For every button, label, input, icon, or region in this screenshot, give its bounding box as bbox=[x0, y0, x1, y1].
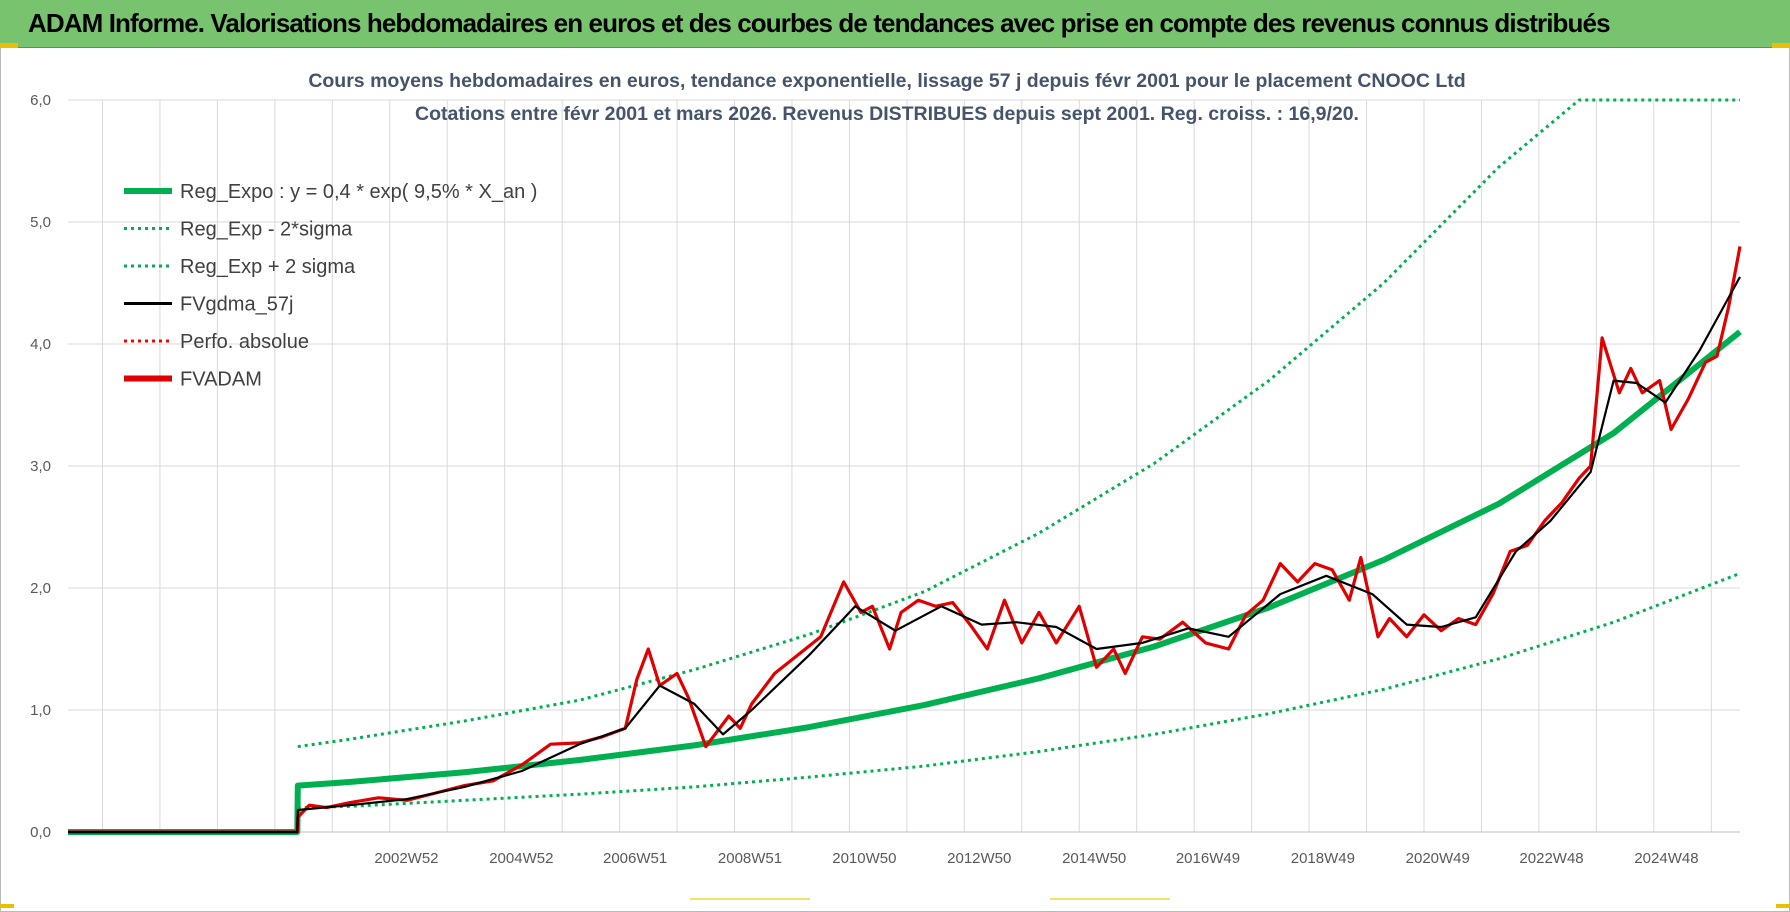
header-banner: ADAM Informe. Valorisations hebdomadaire… bbox=[0, 0, 1790, 48]
x-tick-label: 2004W52 bbox=[489, 850, 553, 867]
legend-entry: Reg_Exp + 2 sigma bbox=[180, 256, 356, 278]
x-tick-label: 2016W49 bbox=[1176, 850, 1240, 867]
series-line-0 bbox=[68, 329, 1742, 835]
chart-title-line-2: Cotations entre févr 2001 et mars 2026. … bbox=[415, 103, 1359, 125]
axes: 0,0 1,0 2,0 3,0 4,0 5,0 6,0 2002W52 2004W52 2006W… bbox=[30, 92, 1740, 867]
y-tick-label: 4,0 bbox=[30, 336, 51, 353]
x-tick-label: 2022W48 bbox=[1519, 850, 1583, 867]
y-tick-label: 3,0 bbox=[30, 458, 51, 475]
legend-entry: Reg_Exp - 2*sigma bbox=[180, 219, 353, 241]
footer-strip bbox=[690, 898, 810, 900]
legend-entry: FVgdma_57j bbox=[180, 294, 293, 316]
y-tick-label: 2,0 bbox=[30, 580, 51, 597]
legend: Reg_Expo : y = 0,4 * exp( 9,5% * X_an ) R… bbox=[124, 181, 537, 391]
y-tick-label: 0,0 bbox=[30, 824, 51, 841]
footer-strip bbox=[1050, 898, 1170, 900]
y-tick-label: 5,0 bbox=[30, 214, 51, 231]
corner-marker bbox=[0, 904, 14, 908]
series-line-2 bbox=[297, 98, 1740, 749]
x-tick-label: 2018W49 bbox=[1291, 850, 1355, 867]
series-line-3 bbox=[68, 276, 1741, 834]
x-tick-label: 2024W48 bbox=[1634, 850, 1698, 867]
legend-entry: FVADAM bbox=[180, 369, 262, 391]
y-tick-label: 6,0 bbox=[30, 92, 51, 109]
x-tick-label: 2010W50 bbox=[832, 850, 896, 867]
x-tick-label: 2002W52 bbox=[374, 850, 438, 867]
chart-area: 0,0 1,0 2,0 3,0 4,0 5,0 6,0 2002W52 2004W52 2006W… bbox=[30, 70, 1742, 867]
legend-entry: Reg_Expo : y = 0,4 * exp( 9,5% * X_an ) bbox=[180, 181, 537, 203]
x-tick-label: 2012W50 bbox=[947, 850, 1011, 867]
y-tick-label: 1,0 bbox=[30, 702, 51, 719]
corner-marker bbox=[1776, 904, 1790, 908]
x-tick-label: 2020W49 bbox=[1406, 850, 1470, 867]
x-tick-label: 2008W51 bbox=[718, 850, 782, 867]
chart-title: Cours moyens hebdomadaires en euros, ten… bbox=[308, 70, 1465, 125]
x-tick-label: 2014W50 bbox=[1062, 850, 1126, 867]
corner-marker bbox=[0, 43, 18, 48]
x-tick-label: 2006W51 bbox=[603, 850, 667, 867]
legend-entry: Perfo. absolue bbox=[180, 331, 309, 353]
page-title: ADAM Informe. Valorisations hebdomadaire… bbox=[28, 8, 1611, 38]
gridlines bbox=[68, 99, 1740, 832]
series-layer bbox=[68, 98, 1742, 835]
chart-title-line-1: Cours moyens hebdomadaires en euros, ten… bbox=[308, 70, 1465, 92]
corner-marker bbox=[1772, 43, 1790, 48]
